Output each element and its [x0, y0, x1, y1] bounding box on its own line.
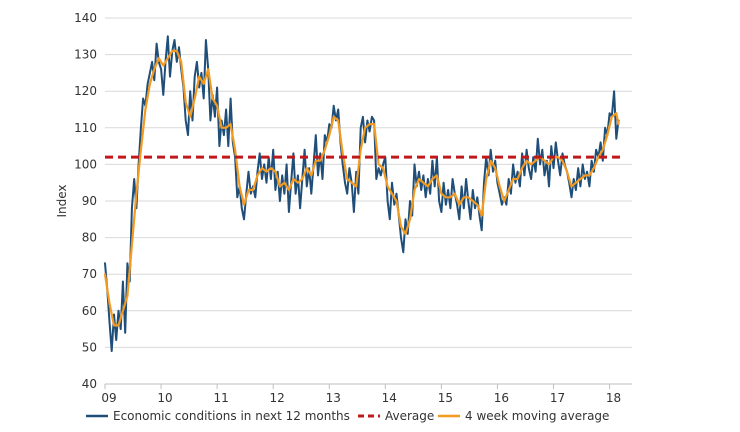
y-tick-label: 130: [74, 48, 97, 62]
y-tick-label: 80: [82, 231, 97, 245]
y-tick-label: 60: [82, 304, 97, 318]
x-tick-label: 13: [326, 391, 341, 405]
x-tick-label: 15: [438, 391, 453, 405]
y-tick-label: 90: [82, 194, 97, 208]
series-lines: [103, 35, 621, 353]
y-tick-label: 120: [74, 84, 97, 98]
x-tick-label: 14: [382, 391, 397, 405]
series-line-moving-average: [103, 49, 620, 327]
y-axis-title: Index: [55, 184, 69, 217]
y-tick-labels: 40 50 60 70 80 90 100 110 120 130 140: [74, 11, 97, 391]
legend-label: Economic conditions in next 12 months: [113, 409, 350, 423]
y-tick-label: 140: [74, 11, 97, 25]
x-tick-label: 16: [494, 391, 509, 405]
legend-label: Average: [385, 409, 434, 423]
gridlines: [105, 17, 632, 348]
y-tick-label: 40: [82, 377, 97, 391]
x-tick-label: 09: [101, 391, 116, 405]
y-tick-label: 110: [74, 121, 97, 135]
x-tick-label: 12: [270, 391, 285, 405]
x-tick-label: 17: [550, 391, 565, 405]
x-tick-label: 18: [606, 391, 621, 405]
series-line-economic-conditions: [104, 35, 620, 353]
x-tick-label: 10: [157, 391, 172, 405]
y-tick-label: 50: [82, 340, 97, 354]
x-tick-label: 11: [213, 391, 228, 405]
x-tick-labels: 09 10 11 12 13 14 15 16 17 18: [101, 384, 621, 405]
legend: Economic conditions in next 12 months Ave…: [86, 409, 609, 423]
y-tick-label: 70: [82, 267, 97, 281]
legend-label: 4 week moving average: [465, 409, 609, 423]
y-tick-label: 100: [74, 157, 97, 171]
